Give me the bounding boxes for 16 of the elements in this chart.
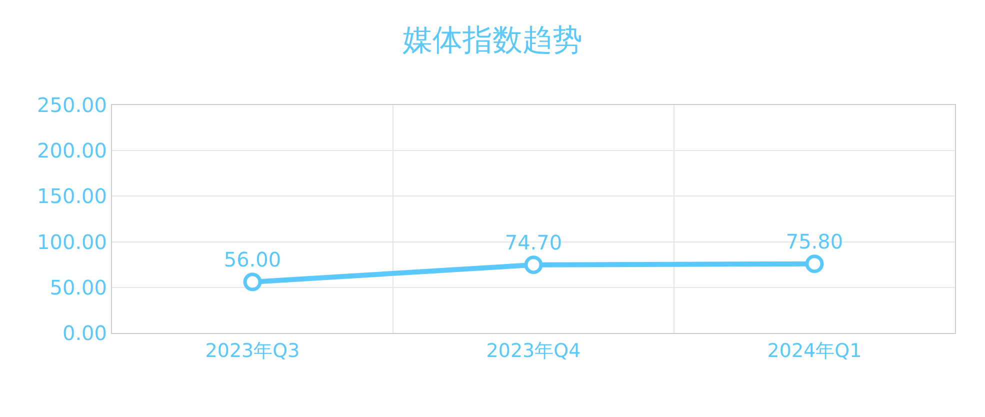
chart-title: 媒体指数趋势 [402, 23, 582, 58]
point [243, 272, 262, 292]
y-tick-label: 0.00 [62, 321, 107, 345]
text: 74.70 [504, 230, 562, 254]
y-tick-label: 150.00 [37, 184, 107, 208]
text: 75.80 [786, 229, 844, 254]
y-tick-label: 250.00 [37, 93, 107, 117]
text: 56.00 [224, 248, 282, 272]
x-tick-label: 2024年Q1 [767, 340, 862, 362]
point [805, 254, 824, 274]
point [524, 256, 543, 274]
x-tick-label: 2023年Q4 [486, 340, 581, 362]
x-tick-label: 2023年Q3 [205, 340, 300, 362]
y-tick-label: 200.00 [37, 138, 107, 163]
y-tick-label: 100.00 [37, 230, 107, 254]
y-tick-label: 50.00 [50, 275, 107, 300]
